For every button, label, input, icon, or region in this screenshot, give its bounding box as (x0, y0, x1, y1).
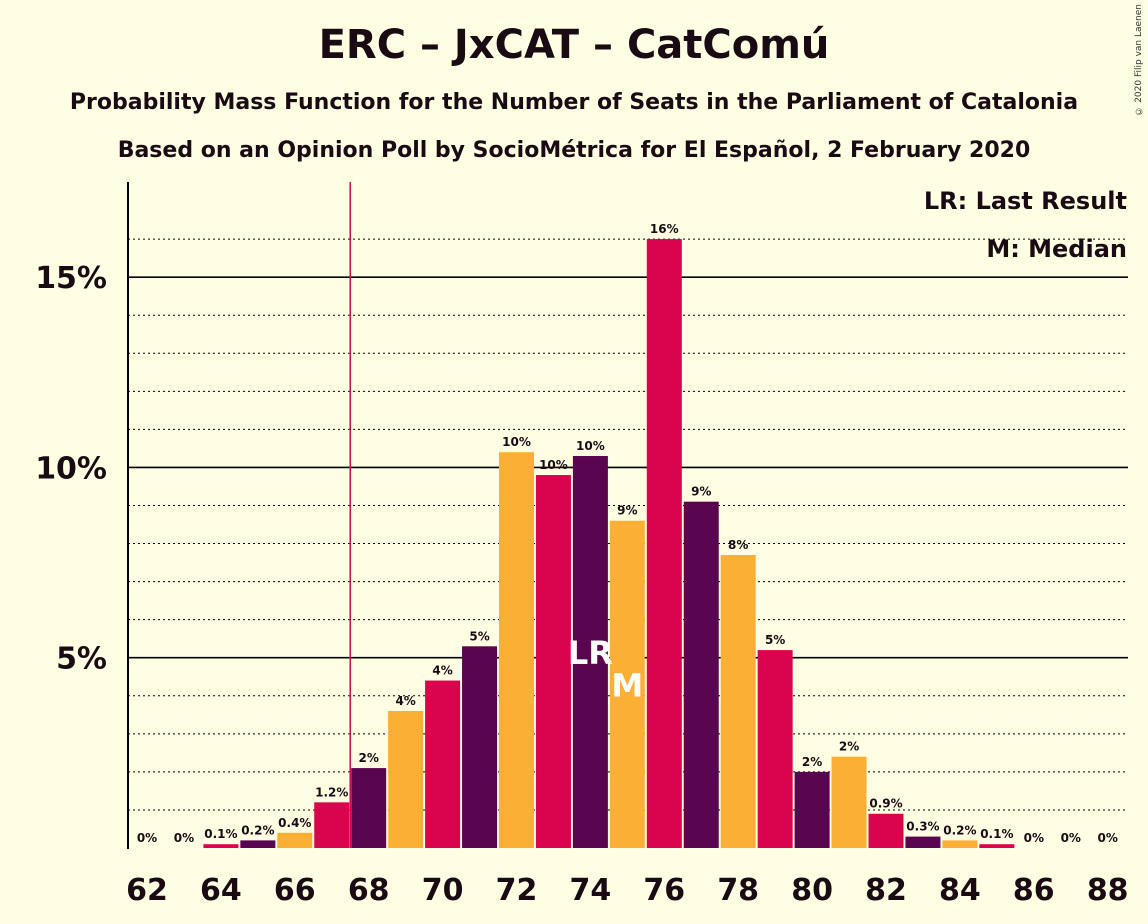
y-axis-ticks: 5% 10% 15% (35, 261, 107, 677)
bar-73 (535, 475, 571, 848)
data-label-80: 2% (802, 755, 822, 769)
chart-subtitle-source: Based on an Opinion Poll by SocioMétrica… (117, 138, 1031, 163)
data-label-71: 5% (469, 629, 489, 643)
bar-68 (351, 768, 387, 848)
bar-66 (277, 832, 313, 848)
bar-77 (683, 501, 719, 848)
data-label-74: 10% (576, 439, 605, 453)
last-result-marker: LR (568, 634, 613, 672)
x-tick-label-68: 68 (348, 873, 390, 908)
bar-85 (979, 844, 1015, 848)
data-label-73: 10% (539, 458, 568, 472)
data-label-63: 0% (174, 831, 194, 845)
data-label-82: 0.9% (869, 797, 902, 811)
data-label-77: 9% (691, 485, 711, 499)
x-tick-label-86: 86 (1013, 873, 1055, 908)
data-label-66: 0.4% (278, 816, 311, 830)
x-axis-ticks: 62 64 66 68 70 72 74 76 78 80 82 84 86 88 (126, 873, 1128, 908)
data-label-79: 5% (765, 633, 785, 647)
x-tick-label-80: 80 (791, 873, 833, 908)
bar-79 (757, 650, 793, 848)
data-label-75: 9% (617, 504, 637, 518)
chart-title: ERC – JxCAT – CatComú (318, 22, 830, 68)
x-tick-label-72: 72 (496, 873, 538, 908)
bar-75 (609, 520, 645, 848)
bar-65 (240, 840, 276, 848)
data-label-67: 1.2% (315, 785, 348, 799)
bar-76 (646, 239, 682, 849)
data-label-81: 2% (839, 740, 859, 754)
x-tick-label-82: 82 (865, 873, 907, 908)
data-label-86: 0% (1024, 831, 1044, 845)
data-labels: 0% 0% 0.1% 0.2% 0.4% 1.2% 2% 4% 4% 5% 10% 10% 10% 9% 1… (137, 222, 1118, 845)
x-tick-label-88: 88 (1087, 873, 1129, 908)
x-tick-label-78: 78 (717, 873, 759, 908)
y-tick-label-10: 10% (35, 451, 107, 486)
bar-67 (314, 802, 350, 848)
bar-83 (905, 836, 941, 848)
x-tick-label-64: 64 (200, 873, 242, 908)
median-marker: M (611, 666, 643, 704)
x-tick-label-66: 66 (274, 873, 316, 908)
data-label-76: 16% (650, 222, 679, 236)
bar-82 (868, 813, 904, 848)
bar-70 (425, 680, 461, 848)
y-tick-label-5: 5% (56, 642, 107, 677)
data-label-87: 0% (1061, 831, 1081, 845)
bar-69 (388, 710, 424, 848)
bar-84 (942, 840, 978, 848)
bar-74 (572, 456, 608, 848)
data-label-64: 0.1% (204, 827, 237, 841)
data-label-85: 0.1% (980, 827, 1013, 841)
x-tick-label-62: 62 (126, 873, 168, 908)
bar-71 (462, 646, 498, 848)
legend-last-result: LR: Last Result (924, 187, 1127, 215)
y-tick-label-15: 15% (35, 261, 107, 296)
bar-78 (720, 554, 756, 848)
bar-64 (203, 844, 239, 848)
data-label-88: 0% (1098, 831, 1118, 845)
bar-81 (831, 756, 867, 848)
x-tick-label-70: 70 (422, 873, 464, 908)
bar-80 (794, 771, 830, 848)
legend-median: M: Median (986, 235, 1127, 263)
chart-subtitle: Probability Mass Function for the Number… (69, 90, 1079, 115)
data-label-65: 0.2% (241, 823, 274, 837)
bars (203, 239, 1015, 849)
data-label-70: 4% (432, 664, 452, 678)
data-label-78: 8% (728, 538, 748, 552)
data-label-84: 0.2% (943, 823, 976, 837)
data-label-69: 4% (395, 694, 415, 708)
data-label-62: 0% (137, 831, 157, 845)
x-tick-label-76: 76 (643, 873, 685, 908)
x-tick-label-74: 74 (570, 873, 612, 908)
bar-72 (499, 452, 534, 848)
x-tick-label-84: 84 (939, 873, 981, 908)
data-label-83: 0.3% (906, 820, 939, 834)
data-label-72: 10% (502, 435, 531, 449)
data-label-68: 2% (359, 751, 379, 765)
